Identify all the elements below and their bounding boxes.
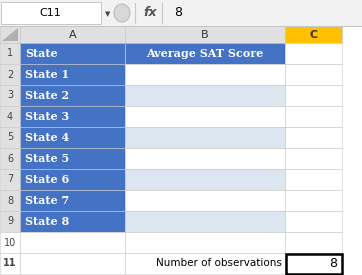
Bar: [285, 169, 342, 190]
Bar: [0, 64, 20, 85]
Text: C: C: [310, 29, 317, 40]
Bar: [125, 43, 285, 64]
Bar: [20, 43, 125, 64]
Bar: [20, 211, 125, 232]
Text: 8: 8: [174, 7, 182, 20]
Bar: [20, 190, 125, 211]
Text: 4: 4: [7, 111, 13, 122]
Text: 8: 8: [329, 257, 337, 270]
Bar: [20, 26, 125, 43]
Bar: [0, 85, 20, 106]
Text: C11: C11: [39, 8, 61, 18]
Text: 6: 6: [7, 153, 13, 164]
Bar: [285, 148, 342, 169]
Bar: [0, 169, 20, 190]
Text: 10: 10: [4, 238, 16, 248]
Text: Average SAT Score: Average SAT Score: [146, 48, 264, 59]
Text: 5: 5: [7, 133, 13, 142]
Bar: [20, 253, 125, 274]
Bar: [0, 106, 20, 127]
Text: ▼: ▼: [105, 11, 111, 17]
Bar: [20, 64, 125, 85]
Bar: [20, 85, 125, 106]
Bar: [125, 232, 285, 253]
Bar: [1, 2, 101, 24]
Text: State 5: State 5: [25, 153, 69, 164]
Bar: [0, 127, 20, 148]
Text: State 4: State 4: [25, 132, 69, 143]
Bar: [125, 85, 285, 106]
Bar: [0, 0, 362, 26]
Text: 9: 9: [7, 216, 13, 227]
Text: 2: 2: [7, 70, 13, 79]
Bar: [20, 127, 125, 148]
Bar: [285, 64, 342, 85]
Bar: [285, 106, 342, 127]
Text: 1: 1: [7, 48, 13, 59]
Bar: [0, 253, 20, 274]
Bar: [0, 232, 20, 253]
Bar: [285, 190, 342, 211]
Text: State 7: State 7: [25, 195, 69, 206]
Text: Number of observations: Number of observations: [156, 258, 282, 268]
Ellipse shape: [114, 4, 130, 22]
Bar: [0, 211, 20, 232]
Bar: [20, 232, 125, 253]
Bar: [285, 127, 342, 148]
Bar: [125, 169, 285, 190]
Bar: [285, 232, 342, 253]
Text: State 6: State 6: [25, 174, 69, 185]
Bar: [125, 106, 285, 127]
Text: 3: 3: [7, 90, 13, 100]
Bar: [125, 211, 285, 232]
Bar: [285, 26, 342, 43]
Bar: [0, 190, 20, 211]
Bar: [0, 43, 20, 64]
Text: State: State: [25, 48, 58, 59]
Bar: [0, 26, 20, 43]
Bar: [0, 148, 20, 169]
Text: State 3: State 3: [25, 111, 69, 122]
Bar: [125, 26, 285, 43]
Bar: [20, 106, 125, 127]
Bar: [125, 64, 285, 85]
Bar: [20, 169, 125, 190]
Bar: [125, 190, 285, 211]
Polygon shape: [2, 28, 18, 41]
Text: 8: 8: [7, 196, 13, 205]
Bar: [286, 254, 341, 274]
Bar: [125, 148, 285, 169]
Bar: [285, 85, 342, 106]
Bar: [125, 127, 285, 148]
Text: B: B: [201, 29, 209, 40]
Text: State 8: State 8: [25, 216, 69, 227]
Text: State 2: State 2: [25, 90, 69, 101]
Text: 11: 11: [3, 258, 17, 268]
Bar: [285, 253, 342, 274]
Bar: [125, 253, 285, 274]
Text: fx: fx: [143, 7, 157, 20]
Bar: [20, 148, 125, 169]
Bar: [285, 43, 342, 64]
Text: A: A: [69, 29, 76, 40]
Text: State 1: State 1: [25, 69, 69, 80]
Text: 7: 7: [7, 175, 13, 185]
Bar: [285, 211, 342, 232]
